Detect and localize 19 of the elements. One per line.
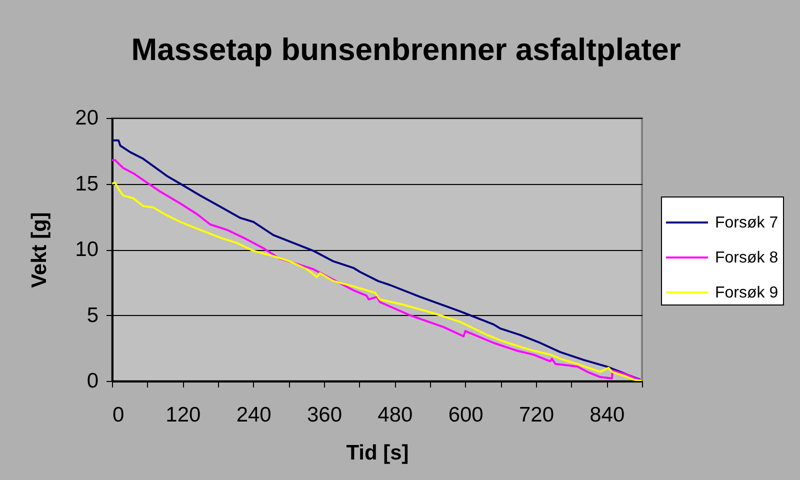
chart-title: Massetap bunsenbrenner asfaltplater <box>131 32 681 67</box>
legend-label: Forsøk 7 <box>715 214 778 232</box>
x-axis-title: Tid [s] <box>346 442 409 464</box>
x-tick-label: 0 <box>112 404 124 426</box>
legend-label: Forsøk 8 <box>715 250 778 266</box>
legend-label: Forsøk 9 <box>715 284 778 302</box>
x-tick-label: 600 <box>448 404 484 426</box>
x-tick-label: 720 <box>518 404 554 426</box>
x-tick-label: 480 <box>378 404 413 426</box>
x-tick-label: 240 <box>236 404 272 426</box>
y-tick-label: 0 <box>86 370 98 392</box>
x-tick-label: 840 <box>590 404 625 426</box>
x-tick-label: 360 <box>306 404 342 426</box>
y-tick-label: 20 <box>75 106 98 130</box>
y-tick-label: 5 <box>86 304 98 327</box>
y-tick-label: 10 <box>75 238 98 261</box>
x-tick-label: 120 <box>166 404 201 426</box>
y-axis-title: Vekt [g] <box>28 212 52 288</box>
y-tick-label: 15 <box>75 172 98 196</box>
